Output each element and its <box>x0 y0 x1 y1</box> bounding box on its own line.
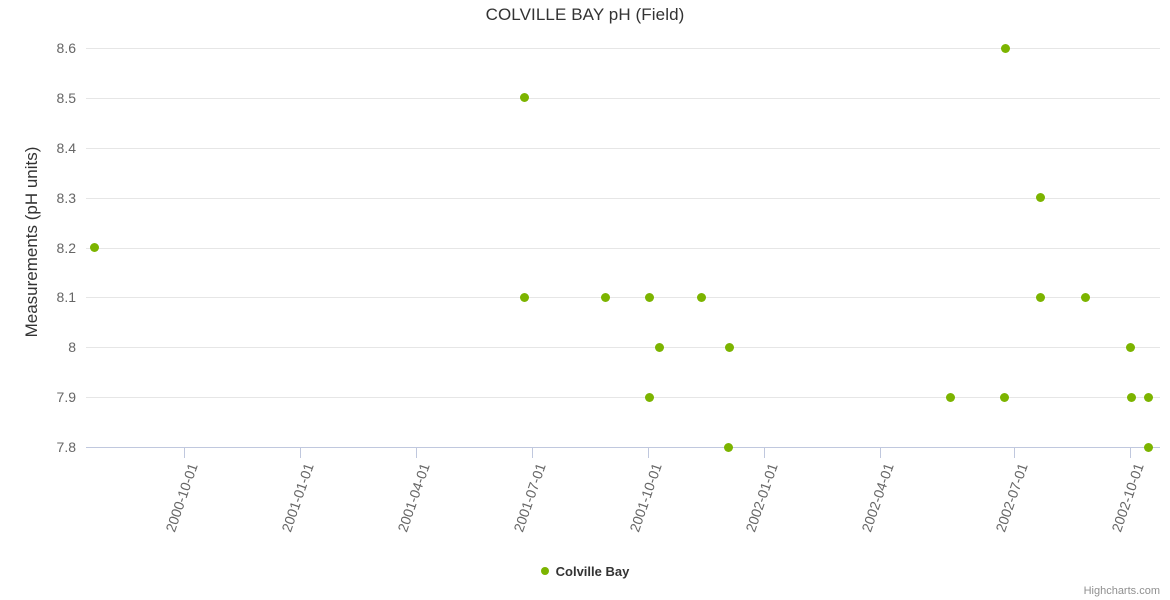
chart-title: COLVILLE BAY pH (Field) <box>485 5 685 24</box>
x-axis-tick-mark <box>880 447 881 458</box>
data-point[interactable] <box>1143 442 1153 452</box>
data-point[interactable] <box>654 342 664 352</box>
legend-marker-icon <box>540 567 549 575</box>
data-point[interactable] <box>723 442 733 452</box>
y-axis-tick-label: 8.1 <box>56 289 76 306</box>
x-axis-tick-mark <box>764 447 765 458</box>
y-gridline <box>86 48 1160 49</box>
x-axis-tick-mark <box>184 447 185 458</box>
data-point[interactable] <box>1080 292 1090 302</box>
legend-item-label: Colville Bay <box>555 563 630 579</box>
plot-area: 8.6 8.5 8.4 8.3 8.2 8.1 8 7.9 7.8 2000-10-01 2001-… <box>57 40 1160 534</box>
x-axis-tick-label: 2000-10-01 <box>162 461 202 534</box>
data-point[interactable] <box>644 292 654 302</box>
y-gridline <box>86 147 1160 149</box>
y-gridline <box>86 247 1160 249</box>
y-axis-tick-label: 8.4 <box>56 139 76 156</box>
x-axis-tick-mark <box>1014 447 1015 458</box>
y-axis-tick-label: 8.3 <box>56 189 76 206</box>
legend-item-colville-bay[interactable]: Colville Bay <box>540 563 630 579</box>
y-axis-title: Measurements (pH units) <box>22 146 41 338</box>
data-point[interactable] <box>696 292 706 302</box>
data-point[interactable] <box>1143 392 1153 402</box>
data-point[interactable] <box>1000 43 1010 53</box>
x-axis-tick-label: 2001-01-01 <box>278 461 318 534</box>
data-point[interactable] <box>89 243 99 252</box>
x-axis-tick-label: 2002-04-01 <box>858 461 898 534</box>
x-axis-tick-label: 2002-07-01 <box>992 461 1032 534</box>
y-gridline <box>86 197 1160 199</box>
y-gridline <box>86 397 1160 399</box>
y-axis-tick-label: 7.9 <box>56 389 76 406</box>
data-point[interactable] <box>644 392 654 402</box>
x-axis-tick-label: 2001-10-01 <box>626 461 666 534</box>
y-gridline <box>86 97 1160 99</box>
data-point[interactable] <box>519 93 529 103</box>
y-axis-tick-label: 8.6 <box>56 40 76 56</box>
x-axis-tick-label: 2001-07-01 <box>510 461 550 534</box>
y-axis-tick-label: 8 <box>68 339 76 356</box>
x-axis-line <box>86 447 1160 448</box>
data-point[interactable] <box>1035 193 1045 203</box>
x-axis-tick-label: 2002-01-01 <box>742 461 782 534</box>
data-point[interactable] <box>519 292 529 302</box>
data-point[interactable] <box>1035 292 1045 302</box>
x-axis-tick-mark <box>532 447 533 458</box>
x-axis-tick-label: 2001-04-01 <box>394 461 434 534</box>
x-axis-tick-mark <box>1130 447 1131 458</box>
y-axis-tick-label: 8.5 <box>56 89 76 106</box>
data-point[interactable] <box>1125 342 1135 352</box>
x-axis-tick-mark <box>648 447 649 458</box>
chart-legend: Colville Bay <box>0 563 1170 579</box>
y-axis-tick-label: 8.2 <box>56 239 76 256</box>
y-axis-tick-label: 7.8 <box>56 439 76 455</box>
x-axis-tick-mark <box>300 447 301 458</box>
data-point[interactable] <box>1126 392 1136 402</box>
x-axis-tick-label: 2002-10-01 <box>1108 461 1148 534</box>
y-gridline <box>86 347 1160 349</box>
data-point[interactable] <box>945 392 955 402</box>
data-point[interactable] <box>999 392 1009 402</box>
y-gridline <box>86 297 1160 299</box>
data-point[interactable] <box>724 342 734 352</box>
highcharts-credit[interactable]: Highcharts.com <box>1083 585 1160 597</box>
data-point[interactable] <box>600 292 610 302</box>
x-axis-tick-mark <box>416 447 417 458</box>
